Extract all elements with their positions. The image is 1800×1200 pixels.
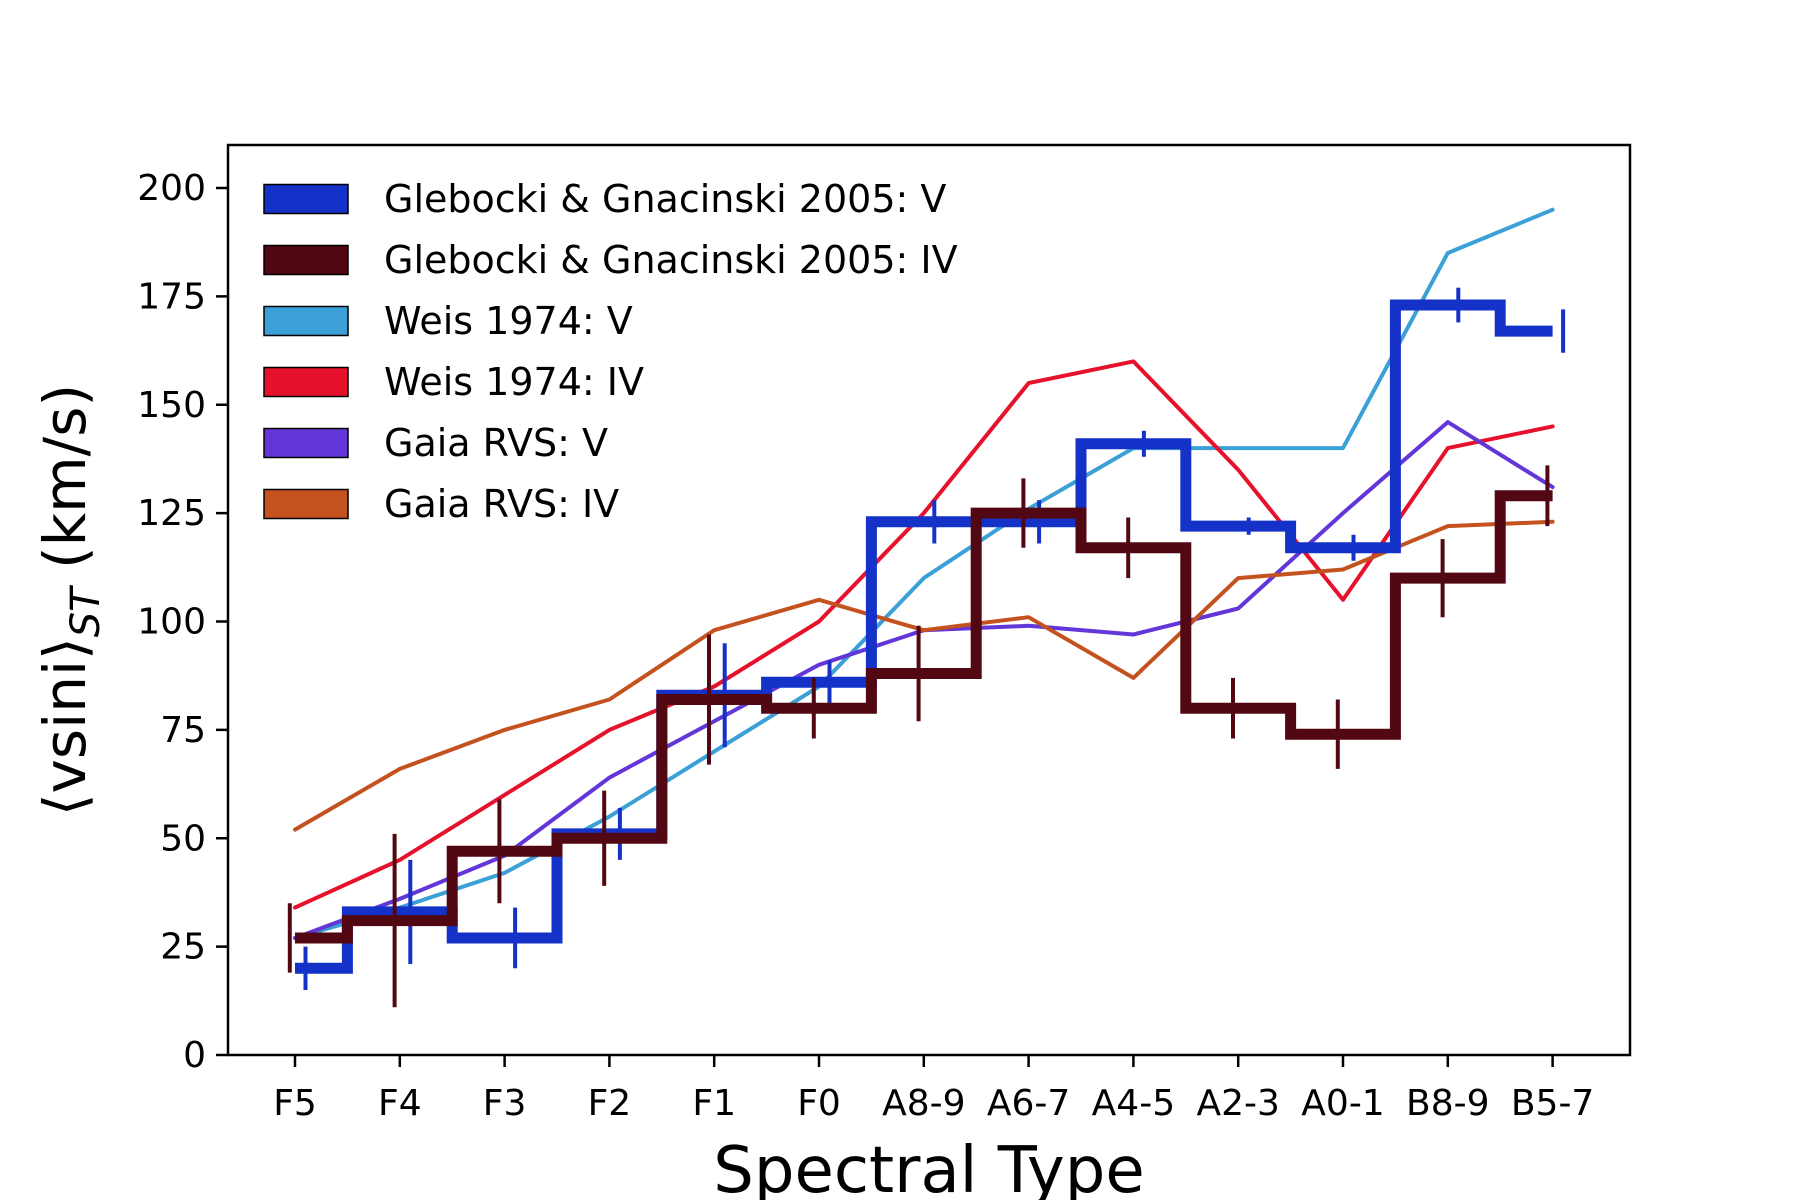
x-tick-label-a2-3: A2-3 <box>1196 1083 1279 1124</box>
plot-frame <box>226 143 1632 1057</box>
legend-label-gaia-rvs-v: Gaia RVS: V <box>384 421 608 465</box>
y-tick-label-0: 0 <box>183 1035 206 1076</box>
y-tick-label-50: 50 <box>160 818 206 859</box>
legend-label-weis-1974-iv: Weis 1974: IV <box>384 360 644 404</box>
x-tick-label-b5-7: B5-7 <box>1511 1083 1595 1124</box>
y-tick-label-75: 75 <box>160 710 206 751</box>
x-tick-label-f4: F4 <box>378 1083 422 1124</box>
x-tick-label-f0: F0 <box>797 1083 841 1124</box>
y-tick-label-150: 150 <box>137 385 206 426</box>
y-axis-label-subscript: ST <box>63 584 109 637</box>
series-line-gaia-rvs-iv <box>293 519 1555 832</box>
series-line-weis-1974-v <box>293 207 1555 940</box>
x-tick-label-f1: F1 <box>692 1083 736 1124</box>
legend-swatch-weis-1974-iv <box>263 366 349 398</box>
legend: Glebocki & Gnacinski 2005: V Glebocki & G… <box>263 177 958 526</box>
x-tick-label-f2: F2 <box>588 1083 632 1124</box>
x-tick-label-a4-5: A4-5 <box>1092 1083 1175 1124</box>
series-step-glebocki-gnacinski-2005-v <box>295 299 1553 974</box>
y-axis-label: ⟨vsini⟩ST (km/s) <box>31 384 109 816</box>
y-tick-label-25: 25 <box>160 927 206 968</box>
x-tick-label-f5: F5 <box>273 1083 317 1124</box>
legend-label-glebocki-gnacinski-2005-v: Glebocki & Gnacinski 2005: V <box>384 177 946 221</box>
legend-label-weis-1974-v: Weis 1974: V <box>384 299 633 343</box>
legend-swatch-glebocki-gnacinski-2005-v <box>263 183 349 215</box>
x-tick-label-a8-9: A8-9 <box>882 1083 965 1124</box>
legend-swatch-gaia-rvs-iv <box>263 488 349 520</box>
plot-layer <box>287 207 1566 1008</box>
y-tick-label-100: 100 <box>137 602 206 643</box>
legend-label-gaia-rvs-iv: Gaia RVS: IV <box>384 482 619 526</box>
legend-swatch-glebocki-gnacinski-2005-iv <box>263 244 349 276</box>
x-tick-label-a6-7: A6-7 <box>987 1083 1070 1124</box>
y-axis-label-unit: (km/s) <box>31 384 99 588</box>
y-axis-label-main: ⟨vsini⟩ <box>31 637 99 816</box>
legend-swatch-gaia-rvs-v <box>263 427 349 459</box>
tick-layer: 0 25 50 75 100 125 150 175 200 F5 F4 F3 F2 F1 F0 A8-9 A6… <box>137 168 1594 1124</box>
legend-label-glebocki-gnacinski-2005-iv: Glebocki & Gnacinski 2005: IV <box>384 238 958 282</box>
series-step-glebocki-gnacinski-2005-iv <box>295 490 1553 944</box>
series-line-weis-1974-iv <box>293 359 1555 910</box>
y-tick-label-125: 125 <box>137 493 206 534</box>
y-tick-label-200: 200 <box>137 168 206 209</box>
y-tick-label-175: 175 <box>137 276 206 317</box>
legend-swatch-weis-1974-v <box>263 305 349 337</box>
x-tick-label-b8-9: B8-9 <box>1406 1083 1490 1124</box>
x-tick-label-f3: F3 <box>483 1083 527 1124</box>
x-axis-label: Spectral Type <box>713 1134 1145 1200</box>
x-tick-label-a0-1: A0-1 <box>1301 1083 1384 1124</box>
